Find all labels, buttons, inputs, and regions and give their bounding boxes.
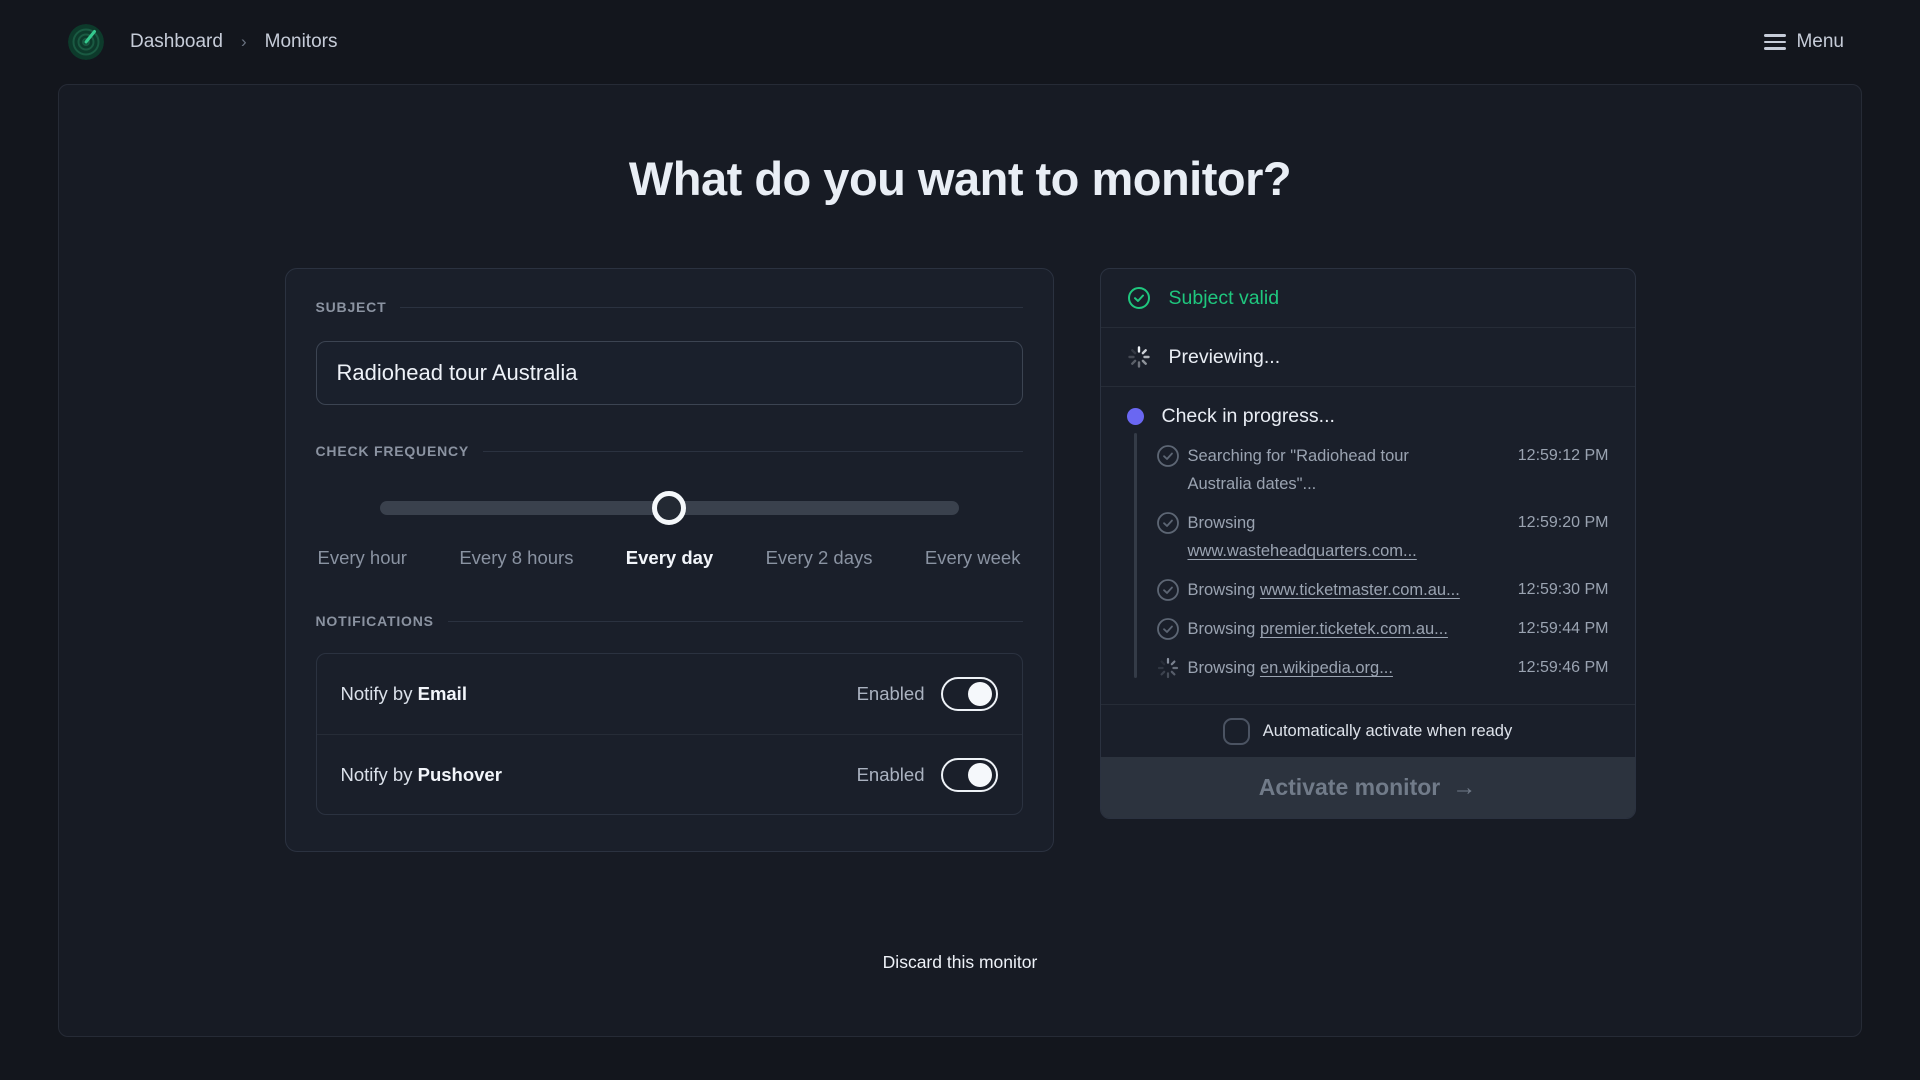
app-logo-radar-icon[interactable] bbox=[68, 24, 104, 60]
notify-email-status: Enabled bbox=[856, 683, 925, 704]
notify-email-label: Notify by Email bbox=[340, 683, 467, 704]
freq-option-every-day[interactable]: Every day bbox=[625, 547, 714, 568]
timeline-item-browsing-3: Browsing premier.ticketek.com.au... 12:5… bbox=[1127, 615, 1609, 643]
freq-option-every-8-hours[interactable]: Every 8 hours bbox=[459, 547, 574, 568]
progress-timeline: Searching for "Radiohead tour Australia … bbox=[1127, 442, 1609, 682]
timeline-item-time: 12:59:44 PM bbox=[1517, 620, 1609, 637]
check-circle-icon bbox=[1127, 286, 1151, 310]
freq-option-every-week[interactable]: Every week bbox=[924, 547, 1021, 568]
check-in-progress-label: Check in progress... bbox=[1161, 405, 1335, 427]
timeline-item-text: Browsing www.wasteheadquarters.com... bbox=[1187, 514, 1417, 560]
subject-input[interactable] bbox=[315, 341, 1023, 405]
auto-activate-row: Automatically activate when ready bbox=[1101, 705, 1635, 757]
check-circle-icon bbox=[1156, 511, 1180, 535]
timeline-item-time: 12:59:46 PM bbox=[1517, 659, 1609, 676]
timeline-item-link[interactable]: www.ticketmaster.com.au... bbox=[1259, 581, 1460, 599]
subject-valid-row: Subject valid bbox=[1100, 269, 1635, 328]
hamburger-icon bbox=[1764, 34, 1787, 50]
breadcrumb-monitors[interactable]: Monitors bbox=[264, 31, 338, 52]
discard-monitor-link[interactable]: Discard this monitor bbox=[882, 952, 1038, 972]
freq-option-every-hour[interactable]: Every hour bbox=[317, 547, 407, 568]
timeline-item-browsing-4: Browsing en.wikipedia.org... 12:59:46 PM bbox=[1127, 654, 1609, 682]
menu-label: Menu bbox=[1796, 31, 1844, 52]
timeline-item-link[interactable]: en.wikipedia.org... bbox=[1259, 659, 1393, 677]
notify-pushover-label: Notify by Pushover bbox=[340, 763, 502, 785]
notify-pushover-row: Notify by Pushover Enabled bbox=[316, 734, 1022, 814]
timeline-item-link[interactable]: premier.ticketek.com.au... bbox=[1259, 620, 1448, 638]
frequency-options: Every hour Every 8 hours Every day Every… bbox=[316, 547, 1023, 569]
check-circle-icon bbox=[1156, 444, 1180, 468]
check-circle-icon bbox=[1156, 578, 1180, 602]
subject-valid-label: Subject valid bbox=[1168, 286, 1280, 309]
frequency-section-label: Check frequency bbox=[316, 443, 1023, 459]
arrow-right-icon: → bbox=[1452, 773, 1477, 801]
timeline-item-time: 12:59:30 PM bbox=[1517, 581, 1609, 598]
menu-button[interactable]: Menu bbox=[1764, 31, 1844, 53]
subject-section-label: Subject bbox=[316, 299, 1023, 315]
timeline-item-browsing-2: Browsing www.ticketmaster.com.au... 12:5… bbox=[1127, 576, 1609, 604]
spinner-icon bbox=[1156, 656, 1180, 680]
breadcrumb-dashboard[interactable]: Dashboard bbox=[130, 31, 223, 52]
breadcrumb-chevron-icon: › bbox=[240, 32, 247, 51]
page-title: What do you want to monitor? bbox=[628, 152, 1292, 205]
breadcrumb: Dashboard › Monitors bbox=[130, 31, 337, 53]
previewing-row: Previewing... bbox=[1100, 328, 1635, 387]
notifications-section-label: Notifications bbox=[316, 613, 1023, 629]
notifications-box: Notify by Email Enabled Notify by Pushov… bbox=[315, 653, 1023, 815]
timeline-item-time: 12:59:12 PM bbox=[1517, 447, 1609, 464]
timeline-item-text: Browsing en.wikipedia.org... bbox=[1187, 659, 1393, 677]
activate-monitor-button[interactable]: Activate monitor → bbox=[1100, 757, 1635, 818]
timeline-item-text: Searching for "Radiohead tour Australia … bbox=[1187, 447, 1409, 493]
notify-pushover-toggle[interactable] bbox=[940, 757, 998, 792]
auto-activate-label: Automatically activate when ready bbox=[1262, 721, 1513, 740]
slider-thumb[interactable] bbox=[652, 491, 686, 525]
spinner-icon bbox=[1127, 345, 1151, 369]
progress-dot-icon bbox=[1126, 408, 1144, 425]
monitor-form-card: Subject Check frequency Every hour Every… bbox=[284, 268, 1054, 852]
previewing-label: Previewing... bbox=[1168, 345, 1281, 368]
auto-activate-checkbox[interactable] bbox=[1222, 717, 1250, 745]
check-progress-section: Check in progress... Searching for "Radi… bbox=[1100, 387, 1635, 705]
timeline-item-browsing-1: Browsing www.wasteheadquarters.com... 12… bbox=[1127, 509, 1609, 565]
top-nav: Dashboard › Monitors Menu bbox=[0, 0, 1920, 84]
frequency-slider[interactable] bbox=[379, 491, 959, 525]
timeline-item-search: Searching for "Radiohead tour Australia … bbox=[1127, 442, 1609, 498]
timeline-item-link[interactable]: www.wasteheadquarters.com... bbox=[1187, 542, 1417, 560]
timeline-item-text: Browsing premier.ticketek.com.au... bbox=[1187, 620, 1448, 638]
freq-option-every-2-days[interactable]: Every 2 days bbox=[765, 547, 873, 568]
check-circle-icon bbox=[1156, 617, 1180, 641]
notify-email-row: Notify by Email Enabled bbox=[317, 654, 1022, 734]
notify-email-toggle[interactable] bbox=[940, 677, 998, 711]
main-panel: What do you want to monitor? Subject Che… bbox=[58, 84, 1862, 1037]
status-card: Subject valid Previewing... bbox=[1099, 268, 1636, 819]
notify-pushover-status: Enabled bbox=[856, 763, 925, 785]
timeline-connector bbox=[1133, 433, 1137, 678]
timeline-item-text: Browsing www.ticketmaster.com.au... bbox=[1187, 581, 1460, 599]
timeline-item-time: 12:59:20 PM bbox=[1517, 514, 1609, 531]
